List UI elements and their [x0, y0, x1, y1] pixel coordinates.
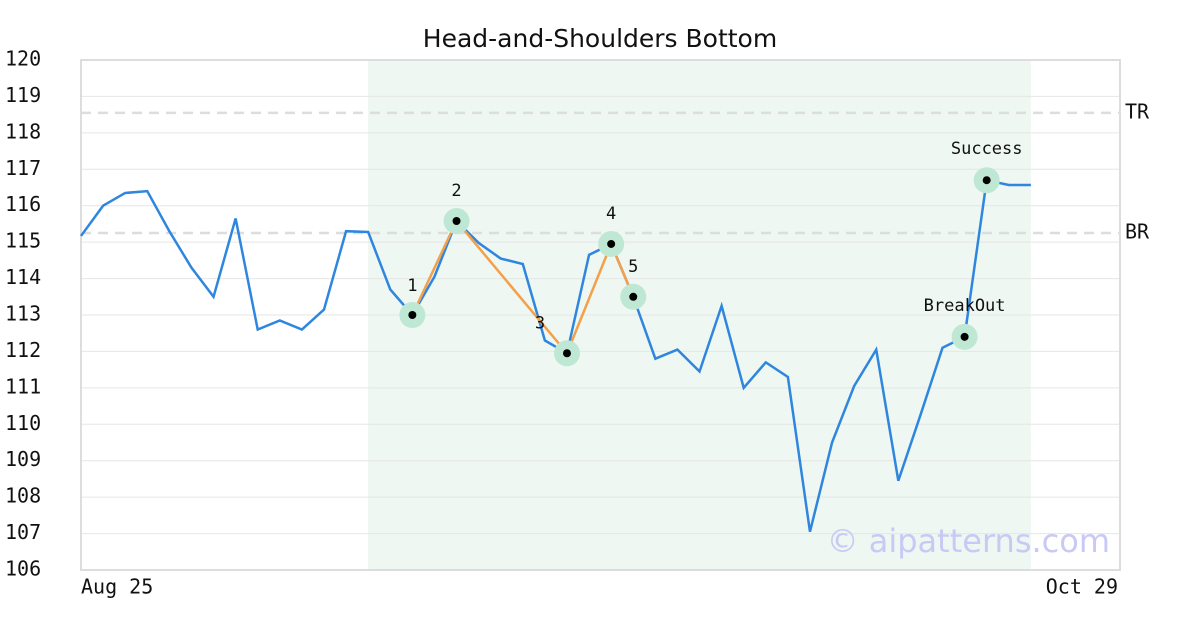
y-tick-label: 107 [5, 520, 41, 544]
x-tick-label: Oct 29 [1046, 575, 1118, 599]
level-label: BR [1125, 220, 1150, 244]
y-tick-label: 114 [5, 265, 41, 289]
plot-frame [80, 59, 1121, 571]
y-tick-label: 113 [5, 302, 41, 326]
chart-title: Head-and-Shoulders Bottom [423, 24, 777, 53]
signal-point-label: Success [951, 139, 1023, 159]
pattern-point-label: 4 [606, 204, 616, 224]
x-tick-label: Aug 25 [81, 575, 153, 599]
level-label: TR [1125, 99, 1150, 123]
y-tick-label: 120 [5, 47, 41, 71]
y-tick-label: 118 [5, 119, 41, 143]
pattern-point-dot [562, 349, 571, 358]
y-tick-label: 106 [5, 557, 41, 581]
pattern-segment [411, 220, 458, 316]
signal-point-dot [960, 332, 969, 341]
y-tick-label: 110 [5, 411, 41, 435]
pattern-point-dot [629, 292, 638, 301]
pattern-point-dot [408, 311, 417, 319]
y-tick-label: 115 [5, 229, 41, 253]
pattern-segment [565, 243, 613, 354]
pattern-point-label: 1 [407, 276, 417, 296]
signal-point-label: BreakOut [924, 296, 1006, 316]
y-tick-label: 108 [5, 484, 41, 508]
pattern-point-label: 3 [535, 313, 545, 333]
pattern-point-dot [607, 239, 616, 248]
y-tick-label: 112 [5, 338, 41, 362]
signal-point-dot [982, 176, 991, 185]
y-tick-label: 109 [5, 447, 41, 471]
y-tick-label: 117 [5, 156, 41, 180]
pattern-segment [455, 220, 568, 355]
pattern-point-dot [452, 217, 461, 226]
y-tick-label: 116 [5, 192, 41, 216]
watermark: © aipatterns.com [827, 522, 1110, 560]
pattern-point-label: 5 [628, 257, 638, 277]
y-tick-label: 111 [5, 374, 41, 398]
pattern-point-label: 2 [451, 181, 461, 201]
y-tick-label: 119 [5, 83, 41, 107]
